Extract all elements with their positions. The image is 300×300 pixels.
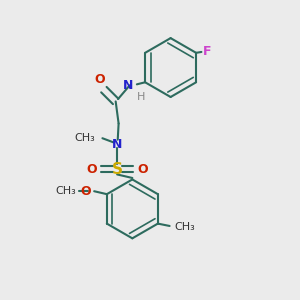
Text: CH₃: CH₃ [174, 222, 195, 232]
Text: O: O [80, 185, 91, 198]
Text: O: O [86, 163, 97, 176]
Text: O: O [94, 73, 105, 86]
Text: S: S [112, 162, 123, 177]
Text: H: H [136, 92, 145, 102]
Text: CH₃: CH₃ [55, 186, 76, 196]
Text: F: F [202, 45, 211, 58]
Text: N: N [112, 138, 122, 151]
Text: O: O [138, 163, 148, 176]
Text: CH₃: CH₃ [74, 133, 95, 143]
Text: N: N [123, 79, 133, 92]
